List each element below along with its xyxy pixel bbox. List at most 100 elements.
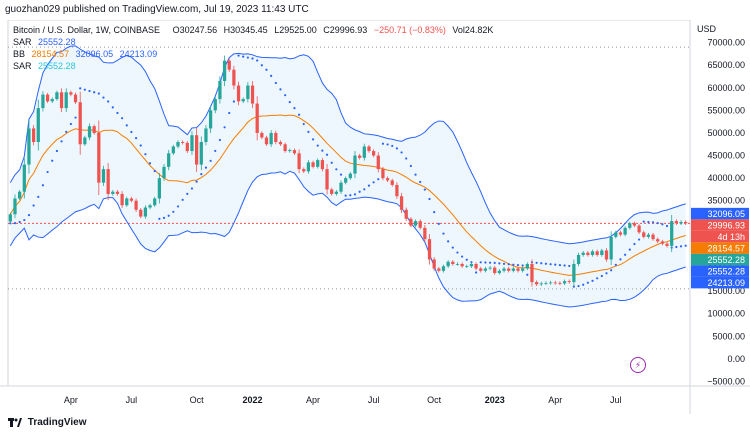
candle-body[interactable] [385, 178, 390, 181]
candle-body[interactable] [306, 162, 311, 172]
candle-body[interactable] [525, 264, 529, 269]
candle-body[interactable] [115, 191, 120, 194]
candle-body[interactable] [381, 169, 385, 179]
candle-body[interactable] [642, 232, 646, 237]
candle-body[interactable] [92, 126, 96, 133]
candle-body[interactable] [316, 160, 320, 167]
candle-body[interactable] [255, 103, 259, 133]
candle-body[interactable] [241, 99, 245, 102]
candle-body[interactable] [572, 264, 576, 283]
candle-body[interactable] [404, 209, 408, 219]
candle-body[interactable] [399, 196, 404, 210]
candle-body[interactable] [97, 132, 101, 183]
candle-body[interactable] [302, 169, 306, 172]
candle-body[interactable] [83, 137, 87, 145]
candle-body[interactable] [176, 142, 180, 147]
candle-body[interactable] [670, 221, 674, 246]
candle-body[interactable] [344, 178, 348, 183]
candle-body[interactable] [516, 268, 520, 271]
candle-body[interactable] [418, 221, 422, 228]
candle-body[interactable] [31, 128, 36, 142]
candle-body[interactable] [674, 221, 678, 224]
candle-body[interactable] [236, 85, 241, 102]
candle-body[interactable] [521, 268, 525, 271]
candle-body[interactable] [283, 144, 287, 152]
candle-body[interactable] [493, 267, 497, 274]
candle-body[interactable] [455, 264, 460, 265]
candle-body[interactable] [376, 155, 380, 170]
candle-body[interactable] [390, 180, 394, 185]
legend-bb-row[interactable]: BB 28154.57 32096.05 24213.09 [13, 48, 493, 60]
candle-body[interactable] [488, 267, 492, 269]
candle-body[interactable] [171, 146, 175, 154]
candle-body[interactable] [55, 92, 59, 100]
candle-body[interactable] [129, 198, 134, 201]
candle-body[interactable] [36, 108, 40, 142]
candle-body[interactable] [600, 250, 604, 255]
candle-body[interactable] [441, 266, 446, 271]
candle-body[interactable] [451, 261, 455, 264]
candle-body[interactable] [544, 282, 548, 284]
candle-body[interactable] [479, 268, 483, 271]
candle-body[interactable] [288, 150, 292, 152]
candle-body[interactable] [148, 205, 152, 208]
candle-body[interactable] [497, 270, 501, 274]
candle-body[interactable] [311, 162, 315, 167]
candle-body[interactable] [632, 223, 637, 226]
candle-body[interactable] [604, 250, 609, 260]
candle-body[interactable] [469, 264, 474, 267]
candle-body[interactable] [618, 232, 623, 235]
candle-body[interactable] [246, 85, 250, 100]
candle-body[interactable] [530, 264, 534, 283]
candle-body[interactable] [483, 268, 488, 271]
candle-body[interactable] [125, 198, 129, 206]
candle-body[interactable] [181, 142, 185, 143]
candle-body[interactable] [660, 241, 665, 244]
candle-body[interactable] [423, 227, 427, 240]
legend-sar2-row[interactable]: SAR 25552.28 [13, 60, 493, 72]
candle-body[interactable] [232, 69, 236, 86]
candle-body[interactable] [45, 94, 50, 102]
candle-body[interactable] [595, 251, 599, 255]
candle-body[interactable] [8, 214, 12, 222]
candle-body[interactable] [264, 137, 269, 145]
candle-body[interactable] [586, 252, 590, 255]
candle-body[interactable] [111, 191, 115, 194]
candle-body[interactable] [614, 232, 618, 237]
candle-body[interactable] [274, 132, 278, 142]
currency-label[interactable]: USD [697, 24, 717, 34]
candle-body[interactable] [623, 227, 627, 235]
candle-body[interactable] [628, 223, 632, 228]
candle-body[interactable] [73, 94, 78, 103]
candle-body[interactable] [227, 60, 231, 70]
candle-body[interactable] [646, 234, 651, 237]
candle-body[interactable] [353, 155, 357, 174]
candle-body[interactable] [208, 110, 213, 129]
candle-body[interactable] [143, 207, 148, 217]
candle-body[interactable] [297, 153, 301, 170]
candle-body[interactable] [474, 264, 478, 269]
candle-body[interactable] [106, 169, 110, 194]
lightning-icon[interactable]: ⚡ [630, 357, 646, 373]
candle-body[interactable] [87, 126, 92, 138]
candle-body[interactable] [260, 132, 264, 138]
candle-body[interactable] [13, 198, 17, 215]
candle-body[interactable] [134, 200, 138, 210]
candle-body[interactable] [413, 221, 418, 226]
candle-body[interactable] [59, 92, 64, 109]
candle-body[interactable] [665, 243, 669, 246]
candle-body[interactable] [278, 142, 283, 145]
candle-body[interactable] [78, 102, 82, 145]
candle-body[interactable] [153, 198, 157, 206]
candle-body[interactable] [157, 178, 161, 199]
candle-body[interactable] [334, 191, 338, 194]
candle-body[interactable] [69, 92, 73, 95]
candle-body[interactable] [120, 193, 124, 206]
candle-body[interactable] [348, 173, 352, 179]
candle-body[interactable] [679, 221, 683, 224]
candle-body[interactable] [409, 218, 413, 226]
candle-body[interactable] [250, 85, 255, 104]
candle-body[interactable] [325, 169, 329, 190]
candle-body[interactable] [167, 153, 171, 167]
candle-body[interactable] [339, 182, 343, 192]
